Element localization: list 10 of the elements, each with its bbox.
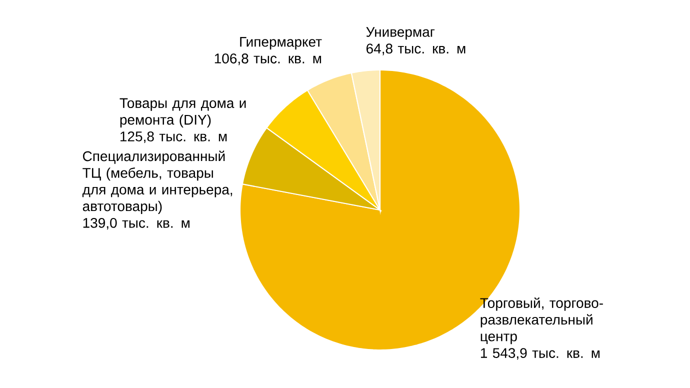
slice-label: Специализированный ТЦ (мебель, товары для дома и интерьера, автотовары) — [82, 150, 232, 214]
data-label: 125,8 тыс. кв. м — [120, 131, 227, 144]
slice-label: Универмаг — [366, 27, 435, 40]
slice-label: Гипермаркет — [240, 37, 322, 50]
data-label: 139,0 тыс. кв. м — [83, 218, 190, 230]
data-label: 106,8 тыс. кв. м — [214, 54, 322, 66]
slice-label: Товары для дома и ремонта (DIY) — [120, 98, 246, 128]
slice-label: Торговый, торгово-развлекательный центр — [480, 297, 603, 344]
data-label: 1 543,9 тыс. кв. м — [480, 348, 600, 360]
data-label: 64,8 тыс. кв. м — [366, 44, 466, 56]
